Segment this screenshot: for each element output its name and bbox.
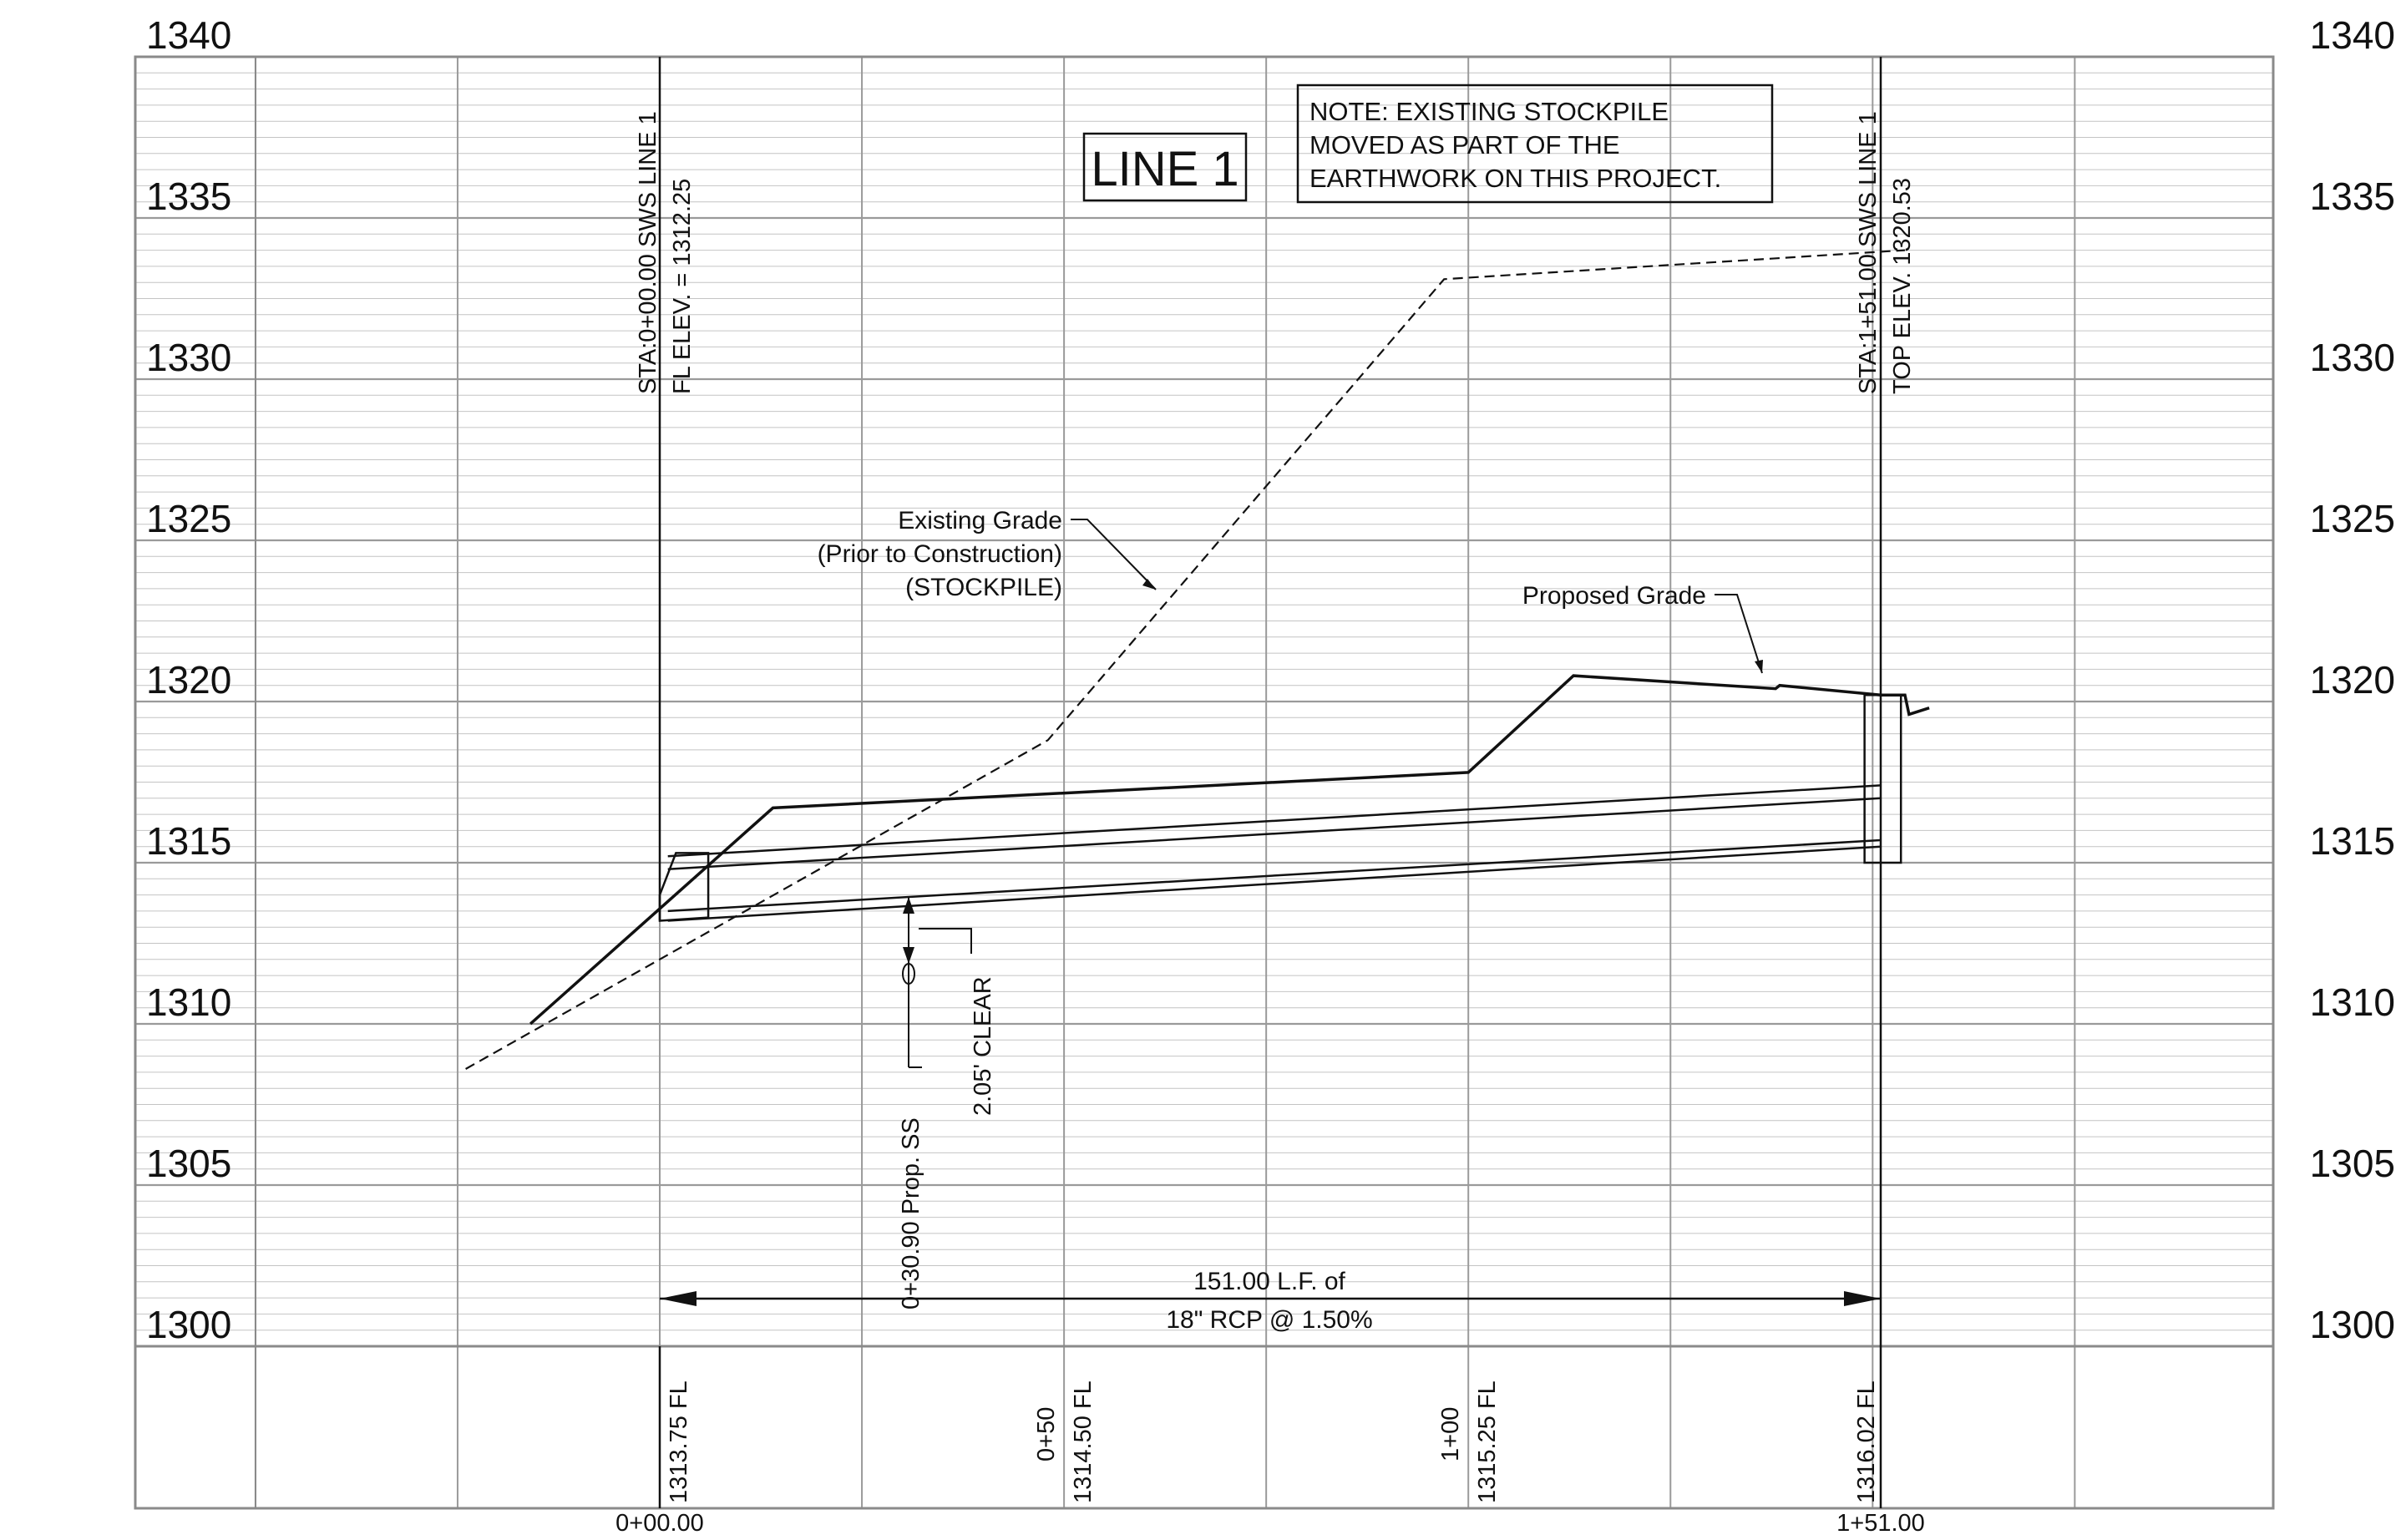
elevation-axis-left: 1340 1335 1330 1325 1320 1315 1310 1305 1300 — [146, 13, 231, 1346]
note-line-1: NOTE: EXISTING STOCKPILE — [1309, 97, 1669, 126]
station-label-1-00: 1+00 — [1437, 1407, 1464, 1461]
elevation-label-right: 1325 — [2310, 497, 2395, 540]
elevation-label-right: 1305 — [2310, 1142, 2395, 1185]
elevation-label-left: 1340 — [146, 13, 231, 57]
pipe-run-length: 151.00 L.F. of — [1193, 1268, 1345, 1295]
note-box — [1296, 84, 1774, 204]
crossing-arrow-up — [903, 897, 914, 914]
end-structure-box — [1863, 694, 1902, 864]
fl-label-0-00: 1313.75 FL — [666, 1380, 692, 1503]
elevation-label-left: 1300 — [146, 1303, 231, 1346]
fl-label-1-00: 1315.25 FL — [1474, 1380, 1501, 1503]
fl-label-1-51: 1316.02 FL — [1853, 1380, 1880, 1503]
note-line-3: EARTHWORK ON THIS PROJECT. — [1309, 164, 1721, 193]
elevation-label-right: 1335 — [2310, 175, 2395, 218]
start-structure-elevation: FL ELEV. = 1312.25 — [669, 179, 696, 394]
elevation-label-left: 1330 — [146, 336, 231, 379]
fl-label-0-50: 1314.50 FL — [1070, 1380, 1097, 1503]
elevation-label-right: 1320 — [2310, 658, 2395, 702]
pipe-run-spec: 18" RCP @ 1.50% — [1166, 1306, 1372, 1334]
station-tick-end: 1+51.00 — [1836, 1510, 1925, 1536]
existing-grade-label-2: (Prior to Construction) — [818, 540, 1062, 568]
note-line-2: MOVED AS PART OF THE — [1309, 130, 1620, 160]
start-structure-station: STA:0+00.00 SWS LINE 1 — [635, 111, 661, 394]
outer-frame — [134, 55, 2275, 1510]
station-tick-start: 0+00.00 — [615, 1510, 704, 1536]
proposed-grade-arrowhead — [1755, 660, 1763, 673]
pipe-pipe-crown-upper — [667, 784, 1882, 858]
clearance-label: 2.05' CLEAR — [970, 976, 996, 1116]
existing-grade-line — [465, 249, 1906, 1070]
elevation-label-left: 1305 — [146, 1142, 231, 1185]
elevation-label-right: 1340 — [2310, 13, 2395, 57]
elevation-label-left: 1310 — [146, 980, 231, 1024]
elevation-label-left: 1315 — [146, 819, 231, 863]
proposed-grade-line — [529, 674, 1930, 1026]
elevation-label-left: 1325 — [146, 497, 231, 540]
existing-grade-label-3: (STOCKPILE) — [905, 574, 1062, 601]
elevation-label-right: 1315 — [2310, 819, 2395, 863]
profile-title: LINE 1 — [1091, 142, 1238, 196]
start-headwall — [658, 852, 710, 922]
title-box — [1082, 132, 1248, 202]
crossing-arrow-down — [903, 947, 914, 964]
pipe-pipe-crown-lower — [667, 797, 1882, 870]
elevation-label-right: 1300 — [2310, 1303, 2395, 1346]
pipe-run-arrow-left — [660, 1291, 696, 1306]
existing-grade-leader — [1071, 519, 1157, 590]
end-structure-station: STA:1+51.00 SWS LINE 1 — [1855, 111, 1882, 394]
end-structure-elevation: TOP ELEV. 1320.53 — [1889, 178, 1916, 394]
existing-grade-label-1: Existing Grade — [898, 507, 1062, 534]
existing-grade-arrowhead — [1142, 579, 1156, 590]
pipe-run-arrow-right — [1844, 1291, 1881, 1306]
proposed-grade-label: Proposed Grade — [1522, 582, 1706, 610]
clearance-leader — [919, 928, 972, 954]
crossing-pipe-symbol — [902, 963, 915, 985]
elevation-label-right: 1310 — [2310, 980, 2395, 1024]
elevation-label-left: 1320 — [146, 658, 231, 702]
elevation-axis-right: 1340 1335 1330 1325 1320 1315 1310 1305 1300 — [2310, 13, 2395, 1346]
elevation-label-left: 1335 — [146, 175, 231, 218]
proposed-grade-leader — [1715, 594, 1763, 674]
crossing-label: 0+30.90 Prop. SS — [898, 1117, 924, 1310]
pipe-pipe-invert-upper — [667, 838, 1882, 913]
pipe-pipe-invert-lower — [667, 845, 1882, 922]
profile-geometry — [465, 57, 1930, 1508]
station-label-0-50: 0+50 — [1033, 1407, 1060, 1461]
elevation-label-right: 1330 — [2310, 336, 2395, 379]
